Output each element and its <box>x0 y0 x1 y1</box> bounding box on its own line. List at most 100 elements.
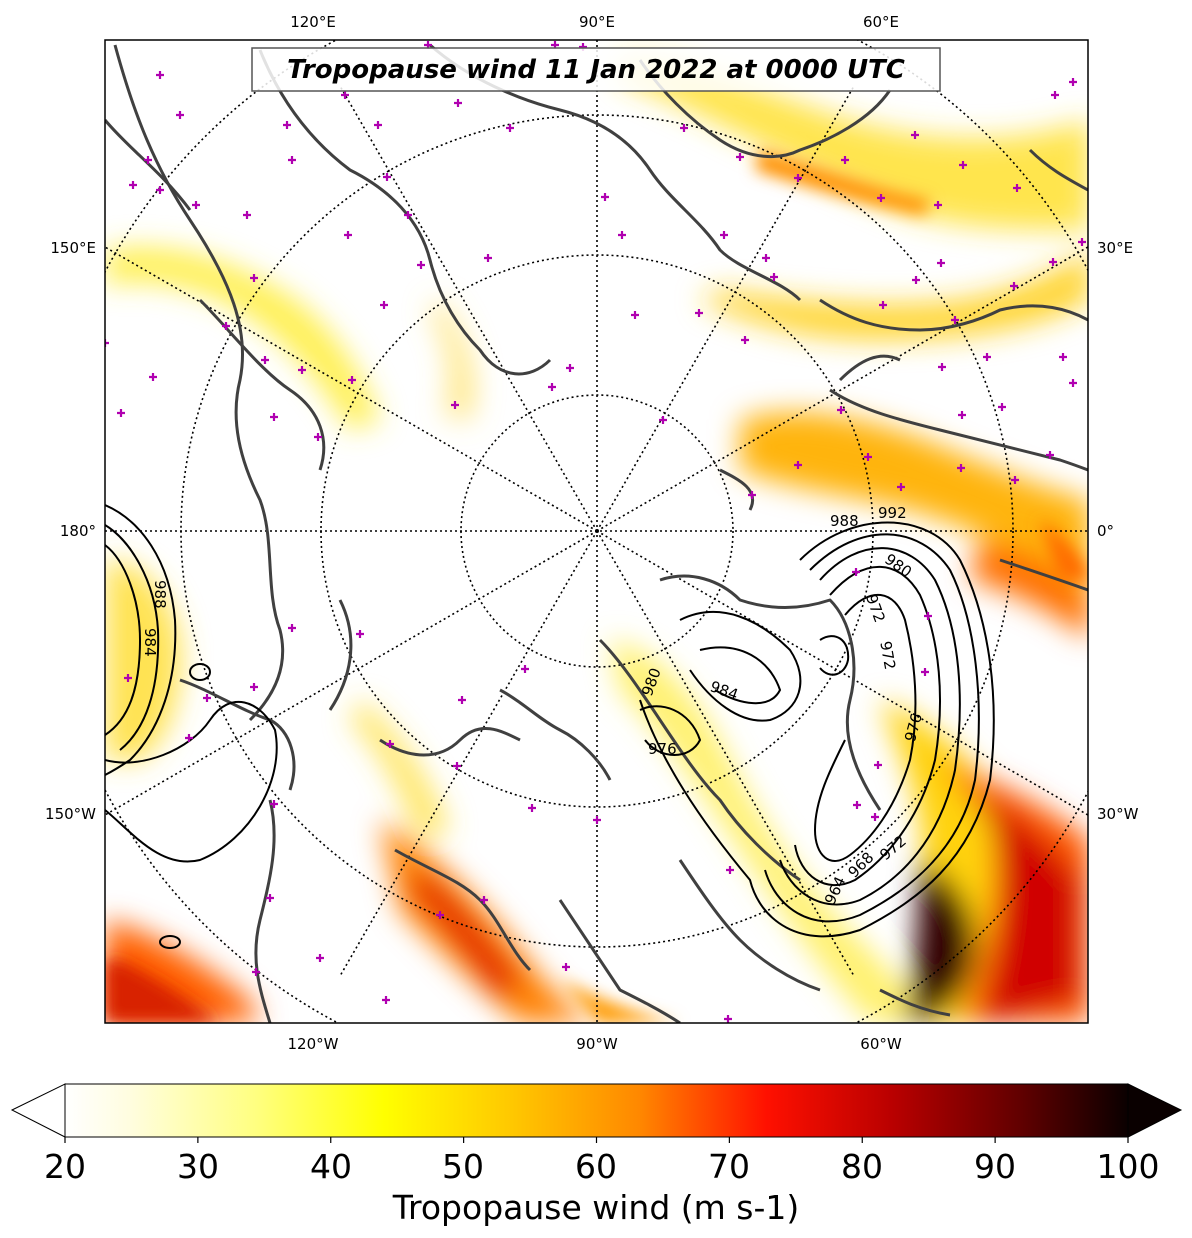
colorbar-extend-min <box>10 1083 66 1138</box>
station-marker <box>250 683 258 691</box>
station-marker <box>724 1015 732 1023</box>
station-marker <box>298 366 306 374</box>
station-marker <box>484 254 492 262</box>
station-marker <box>144 156 152 164</box>
wind-shading <box>105 60 1088 1023</box>
station-marker <box>266 894 274 902</box>
lon-label-right: 30°W <box>1097 805 1139 823</box>
station-marker <box>383 173 391 181</box>
station-marker <box>356 630 364 638</box>
contour-label: 976 <box>648 740 677 758</box>
colorbar-gradient <box>64 1083 1129 1138</box>
graticule <box>105 40 1088 1023</box>
station-marker <box>506 124 514 132</box>
station-marker <box>871 813 879 821</box>
station-marker <box>1051 91 1059 99</box>
station-marker <box>203 694 211 702</box>
station-marker <box>794 461 802 469</box>
station-marker <box>1013 184 1021 192</box>
lon-label-bottom: 90°W <box>576 1035 618 1053</box>
wind-shading-detail <box>105 150 1088 1023</box>
station-marker <box>314 433 322 441</box>
station-marker <box>454 99 462 107</box>
lon-label-top: 60°E <box>863 13 899 31</box>
wind-field <box>105 60 1088 1023</box>
station-marker <box>951 316 959 324</box>
station-marker <box>762 254 770 262</box>
pressure-contours <box>105 504 995 949</box>
station-marker <box>794 174 802 182</box>
station-marker <box>341 91 349 99</box>
station-marker <box>1069 379 1077 387</box>
colorbar-ticks <box>64 1137 1129 1143</box>
station-marker <box>874 761 882 769</box>
station-marker <box>937 259 945 267</box>
map-border <box>104 39 1089 1024</box>
station-marker <box>185 734 193 742</box>
station-marker <box>192 201 200 209</box>
station-marker <box>1059 353 1067 361</box>
station-marker <box>897 483 905 491</box>
lon-label-bottom: 120°W <box>288 1035 339 1053</box>
station-marker <box>105 339 109 347</box>
colorbar-tick-label: 80 <box>841 1147 883 1186</box>
lon-label-left: 150°W <box>45 805 96 823</box>
station-marker <box>288 156 296 164</box>
station-marker <box>720 231 728 239</box>
station-marker <box>382 996 390 1004</box>
station-marker <box>958 411 966 419</box>
station-marker <box>983 353 991 361</box>
station-marker <box>741 336 749 344</box>
station-marker <box>374 121 382 129</box>
station-marker <box>566 364 574 372</box>
station-marker <box>736 153 744 161</box>
station-marker <box>911 131 919 139</box>
station-marker <box>149 373 157 381</box>
station-marker <box>631 311 639 319</box>
station-marker <box>548 383 556 391</box>
station-marker <box>841 156 849 164</box>
station-marker <box>748 491 756 499</box>
station-marker <box>562 963 570 971</box>
station-marker <box>348 376 356 384</box>
station-marker <box>316 954 324 962</box>
station-marker <box>270 413 278 421</box>
station-marker <box>959 161 967 169</box>
station-marker <box>852 568 860 576</box>
station-marker <box>252 968 260 976</box>
station-marker <box>938 363 946 371</box>
colorbar-tick-labels: 20 30 40 50 60 70 80 90 100 <box>44 1147 1160 1186</box>
station-marker <box>659 416 667 424</box>
colorbar-tick-label: 90 <box>974 1147 1016 1186</box>
station-marker <box>912 276 920 284</box>
station-marker <box>1011 476 1019 484</box>
station-marker <box>176 111 184 119</box>
station-markers <box>105 41 1086 1023</box>
station-marker <box>243 211 251 219</box>
station-marker <box>344 231 352 239</box>
station-marker <box>380 301 388 309</box>
contour-label: 972 <box>876 640 899 671</box>
lon-label-right: 30°E <box>1097 239 1133 257</box>
lon-label-right: 0° <box>1097 522 1114 540</box>
contour-label: 992 <box>878 504 907 522</box>
station-marker <box>1046 451 1054 459</box>
colorbar-tick-label: 60 <box>575 1147 617 1186</box>
station-marker <box>250 274 258 282</box>
colorbar-label: Tropopause wind (m s-1) <box>392 1188 800 1227</box>
station-marker <box>124 674 132 682</box>
station-marker <box>386 740 394 748</box>
station-marker <box>129 181 137 189</box>
station-marker <box>156 71 164 79</box>
station-marker <box>1049 258 1057 266</box>
station-marker <box>593 816 601 824</box>
colorbar-tick-label: 40 <box>310 1147 352 1186</box>
colorbar-tick-label: 30 <box>177 1147 219 1186</box>
lon-label-left: 180° <box>60 522 96 540</box>
colorbar-tick-label: 100 <box>1097 1147 1160 1186</box>
station-marker <box>451 401 459 409</box>
station-marker <box>957 464 965 472</box>
station-marker <box>998 403 1006 411</box>
lon-label-top: 90°E <box>579 13 615 31</box>
